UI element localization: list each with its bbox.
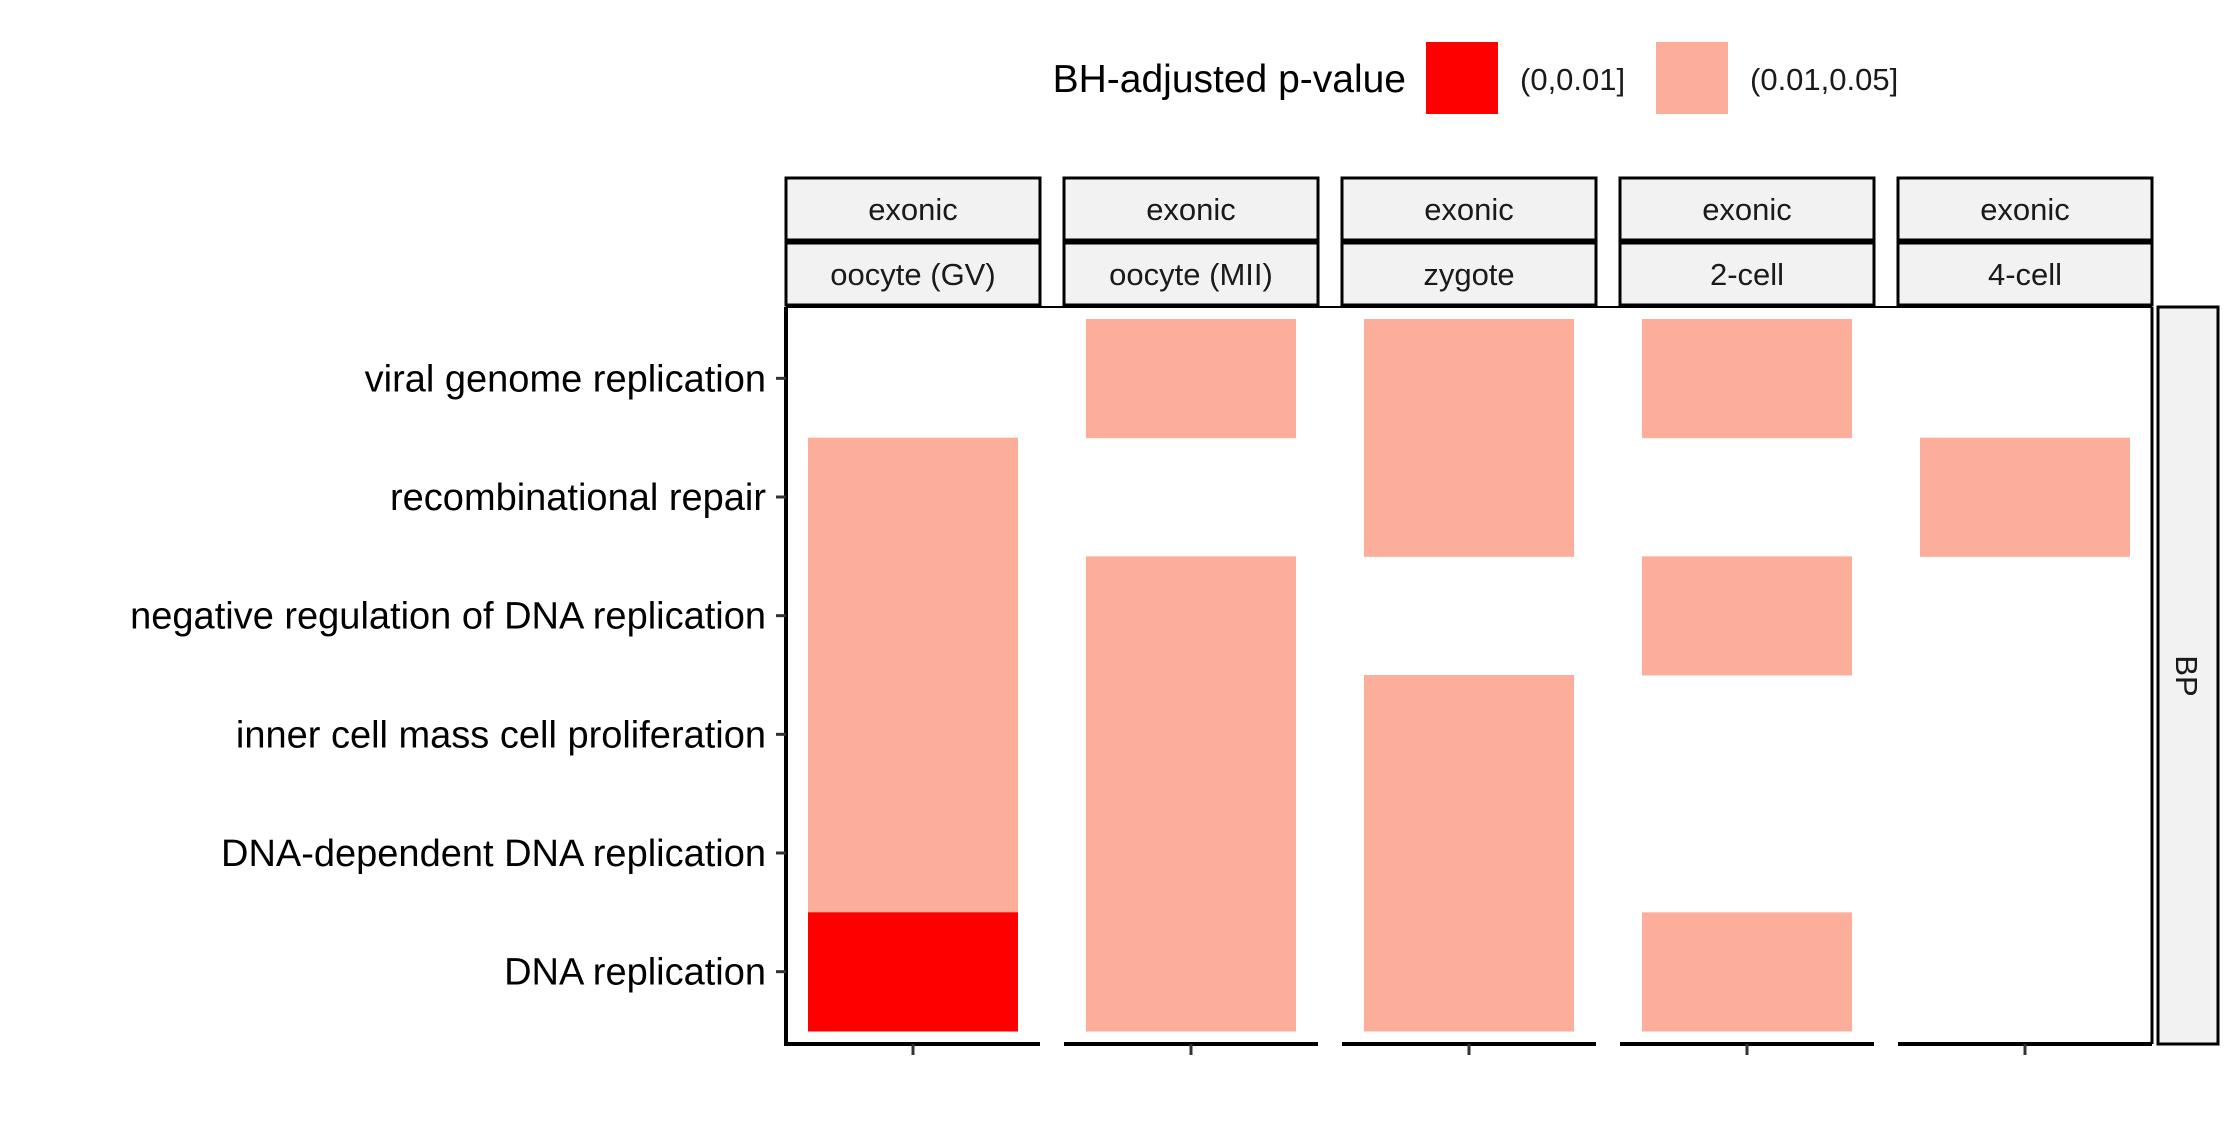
facet-strip-top [1896,176,2154,242]
heatmap-tile [808,437,1018,557]
facet-strip-top-label: exonic [1424,192,1514,227]
y-tick-label: DNA-dependent DNA replication [221,833,766,875]
facet-strip-top [1340,176,1598,242]
heatmap-tile [1086,675,1296,795]
heatmap-tile [1364,675,1574,795]
heatmap-tile [1086,319,1296,439]
facet-strip-bottom-label: 2-cell [1710,257,1784,292]
facet-strip-bottom-label: oocyte (MII) [1109,257,1273,292]
heatmap-tile [1642,556,1852,676]
heatmap-tile [808,793,1018,913]
facet-strip-bottom [1340,241,1598,307]
y-tick-label: negative regulation of DNA replication [130,596,766,638]
facet-strip-bottom [784,241,1042,307]
heatmap-tile [1086,912,1296,1032]
row-facet-strip: BP [2156,305,2220,1046]
facet-strip-top-label: exonic [1980,192,2070,227]
facet-strip-top-label: exonic [868,192,958,227]
legend-key-label: (0.01,0.05] [1750,62,1898,97]
heatmap-tile [808,675,1018,795]
heatmap-tile [1364,437,1574,557]
facet-strip-top-label: exonic [1702,192,1792,227]
facet-strip-bottom-label: oocyte (GV) [830,257,995,292]
row-strip-label: BP [2169,655,2204,696]
facet-panel: exonic 2-cell [1618,176,1876,1055]
facet-strip-bottom [1062,241,1320,307]
y-tick-label: inner cell mass cell proliferation [236,714,766,756]
facet-strip-bottom-label: 4-cell [1988,257,2062,292]
heatmap-tile [808,556,1018,676]
legend-key-swatch [1656,42,1728,114]
y-tick-label: DNA replication [504,952,766,994]
facet-strip-bottom [1896,241,2154,307]
heatmap-tile [1086,793,1296,913]
heatmap-tile [808,912,1018,1032]
y-tick-label: viral genome replication [365,358,766,400]
heatmap-tile [1642,912,1852,1032]
heatmap-tile [1642,319,1852,439]
facet-strip-bottom-label: zygote [1423,257,1514,292]
heatmap-tile [1364,912,1574,1032]
facet-strip-top [784,176,1042,242]
facet-strip-bottom [1618,241,1876,307]
heatmap-tile [1086,556,1296,676]
facet-panel: exonic oocyte (MII) [1062,176,1320,1055]
legend: BH-adjusted p-value (0,0.01] (0.01,0.05] [1053,42,1898,114]
y-axis: viral genome replication recombinational … [130,358,786,994]
heatmap-tile [1920,437,2130,557]
facet-panel: exonic zygote [1340,176,1598,1055]
heatmap-tile [1364,793,1574,913]
facet-strip-top [1062,176,1320,242]
y-tick-label: recombinational repair [390,477,766,519]
facet-strip-top-label: exonic [1146,192,1236,227]
legend-key-swatch [1426,42,1498,114]
facet-panel: exonic 4-cell [1896,176,2154,1055]
legend-key-label: (0,0.01] [1520,62,1625,97]
legend-title: BH-adjusted p-value [1053,58,1406,101]
facet-panel: exonic oocyte (GV) [784,176,1042,1055]
heatmap-tile [1364,319,1574,439]
row-strip-box [2156,305,2220,1046]
facet-strip-top [1618,176,1876,242]
